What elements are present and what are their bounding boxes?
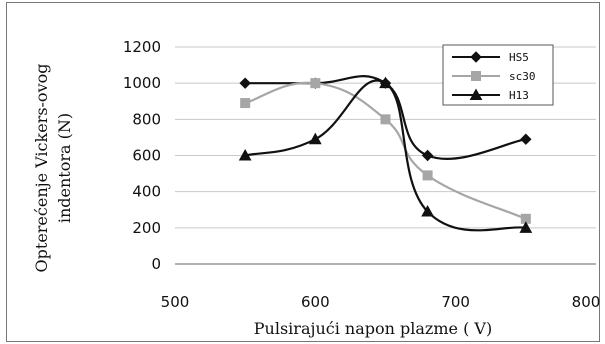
y-tick-label: 200 <box>132 219 161 237</box>
data-point-h13 <box>238 148 252 161</box>
y-axis-title-line1: Opterećenje Vickers-ovog <box>32 64 51 273</box>
x-axis-title: Pulsirajući napon plazme ( V) <box>254 319 492 338</box>
data-point-hs5 <box>421 149 434 162</box>
legend-label: sc30 <box>509 70 536 83</box>
legend-entry-h13: H13 <box>452 88 529 102</box>
legend-label: HS5 <box>509 51 529 64</box>
data-point-hs5 <box>239 77 251 89</box>
data-point-sc30 <box>422 170 433 181</box>
data-point-h13 <box>421 205 434 217</box>
data-point-sc30 <box>380 114 391 125</box>
data-point-sc30 <box>310 78 321 89</box>
legend-marker <box>469 88 483 100</box>
series-layer <box>238 75 533 233</box>
x-tick-labels: 500 600 700 800 <box>161 293 601 311</box>
x-tick-label: 600 <box>301 293 330 311</box>
legend-entry-hs5: HS5 <box>452 51 529 64</box>
y-tick-label: 800 <box>132 110 161 128</box>
legend-marker <box>471 71 481 81</box>
legend: HS5 sc30 H13 <box>442 44 554 106</box>
y-tick-label: 1200 <box>123 38 161 56</box>
x-tick-label: 800 <box>572 293 601 311</box>
y-tick-label: 600 <box>132 147 161 165</box>
y-tick-label: 1000 <box>123 74 161 92</box>
x-tick-label: 500 <box>161 293 190 311</box>
legend-label: H13 <box>509 89 529 102</box>
x-tick-label: 700 <box>441 293 470 311</box>
legend-entry-sc30: sc30 <box>452 70 536 83</box>
data-point-hs5 <box>520 133 532 145</box>
y-tick-label: 0 <box>151 255 161 273</box>
data-point-h13 <box>379 76 392 89</box>
data-point-sc30 <box>240 98 251 109</box>
legend-marker <box>470 51 482 63</box>
y-tick-label: 400 <box>132 183 161 201</box>
y-tick-labels: 0 200 400 600 800 1000 1200 <box>123 38 161 273</box>
data-point-h13 <box>519 221 533 233</box>
series-h13 <box>238 76 533 233</box>
data-point-h13 <box>308 132 322 145</box>
y-axis-title-line2: indentora (N) <box>55 113 74 223</box>
series-sc30 <box>240 78 531 224</box>
